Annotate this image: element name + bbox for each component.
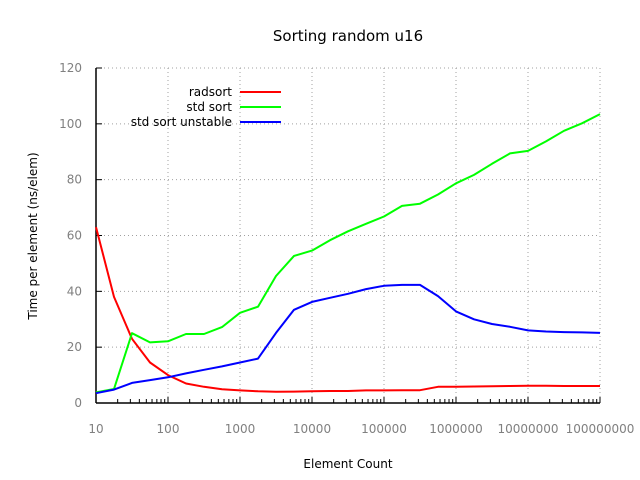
x-tick-label: 10000	[293, 422, 331, 436]
series-lines	[95, 113, 601, 395]
legend-label: std sort unstable	[131, 115, 232, 129]
y-axis-ticks: 0 20 40 60 80 100 120	[59, 61, 102, 410]
y-tick-label: 20	[67, 340, 82, 354]
x-tick-label: 10000000	[497, 422, 558, 436]
chart-title: Sorting random u16	[273, 27, 423, 45]
y-tick-label: 0	[74, 396, 82, 410]
x-tick-label: 1000	[225, 422, 256, 436]
x-axis-label: Element Count	[303, 457, 392, 471]
y-tick-label: 40	[67, 284, 82, 298]
y-tick-label: 100	[59, 117, 82, 131]
series-std-sort-unstable	[95, 283, 601, 395]
x-tick-label: 100000000	[566, 422, 635, 436]
grid-lines	[96, 67, 601, 403]
x-tick-label: 100	[157, 422, 180, 436]
y-tick-label: 120	[59, 61, 82, 75]
x-tick-label: 100000	[361, 422, 407, 436]
x-axis-ticks: 10 100 1000 10000 100000 1000000 10000000 10000…	[88, 397, 634, 436]
y-tick-label: 60	[67, 229, 82, 243]
legend-label: radsort	[189, 85, 232, 99]
legend-label: std sort	[186, 100, 232, 114]
series-std-sort	[95, 113, 601, 394]
x-tick-label: 1000000	[429, 422, 482, 436]
y-tick-label: 80	[67, 173, 82, 187]
series-radsort	[95, 226, 600, 393]
y-axis-label: Time per element (ns/elem)	[26, 152, 40, 320]
x-tick-label: 10	[88, 422, 103, 436]
